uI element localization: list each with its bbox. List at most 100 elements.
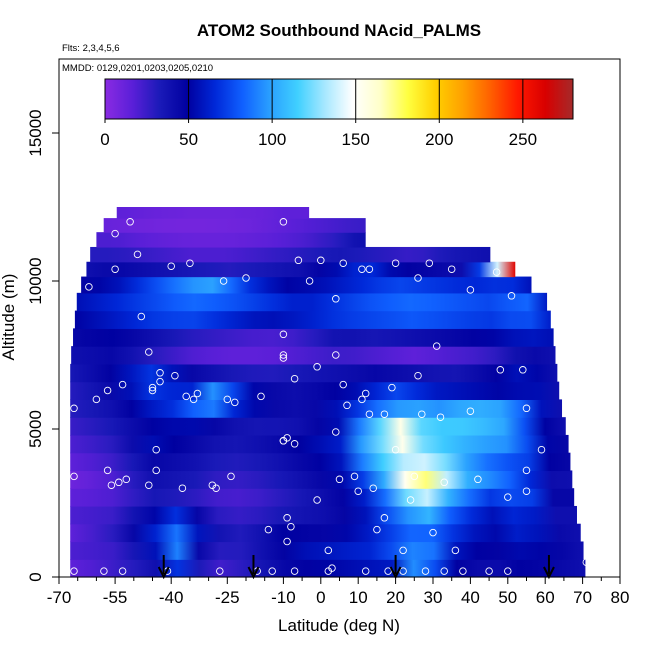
observation-point	[242, 274, 250, 282]
observation-point	[380, 514, 389, 522]
observation-point	[152, 466, 160, 475]
observation-point	[504, 493, 512, 501]
observation-point	[399, 567, 407, 575]
observation-point	[429, 528, 437, 537]
observation-point	[418, 410, 426, 418]
observation-point	[223, 395, 232, 404]
observation-point	[317, 256, 325, 265]
observation-point	[193, 389, 202, 398]
colorbar-tick-label: 250	[509, 130, 537, 149]
curtain-band	[103, 218, 366, 233]
x-axis-label: Latitude (deg N)	[278, 616, 400, 635]
colorbar-tick-label: 0	[100, 130, 109, 149]
observation-point	[350, 472, 359, 481]
observation-point	[313, 363, 321, 371]
observation-point	[279, 330, 288, 339]
observation-point	[432, 342, 441, 350]
observation-point	[421, 567, 430, 575]
observation-point	[171, 371, 179, 380]
observation-point	[152, 445, 160, 454]
observation-point	[451, 546, 460, 555]
observation-point	[414, 274, 422, 282]
curtain-band	[81, 276, 532, 294]
chart-title: ATOM2 Southbound NAcid_PALMS	[197, 21, 481, 40]
observation-point	[466, 407, 475, 415]
observation-point	[436, 413, 445, 421]
observation-point	[425, 259, 434, 267]
curtain-band	[86, 261, 516, 278]
colorbar: 0 50 100 150 200 250	[100, 78, 574, 149]
x-tick-label: 20	[386, 588, 405, 607]
y-tick-label: 10000	[26, 257, 45, 304]
observation-point	[279, 354, 288, 362]
x-tick-label: 60	[536, 588, 555, 607]
y-tick-label: 5000	[26, 410, 45, 448]
observation-point	[103, 386, 112, 395]
y-tick-label: 0	[26, 572, 45, 581]
observation-point	[145, 348, 153, 356]
curtain-band	[71, 346, 556, 365]
x-tick-label: -70	[47, 588, 72, 607]
observation-point	[537, 445, 546, 454]
observation-point	[111, 265, 119, 273]
x-tick-label: 80	[611, 588, 630, 607]
curtain-band	[70, 363, 558, 383]
observation-point	[332, 428, 340, 436]
observation-point	[111, 229, 119, 238]
observation-point	[287, 522, 295, 531]
observation-point	[107, 481, 116, 489]
curtain-band	[70, 523, 581, 543]
curtain-band	[70, 541, 584, 560]
observation-point	[156, 369, 164, 377]
observation-point	[582, 558, 591, 566]
x-tick-label: -55	[103, 588, 128, 607]
y-axis-label: Altitude (m)	[0, 274, 18, 361]
x-tick-label: 10	[349, 588, 368, 607]
observation-point	[474, 475, 482, 484]
observation-point	[268, 567, 276, 575]
observation-point	[328, 564, 336, 572]
observation-point	[339, 380, 347, 389]
observation-point	[373, 525, 381, 534]
colorbar-gradient	[104, 78, 574, 120]
observation-point	[118, 380, 127, 389]
observation-point	[178, 484, 187, 492]
observation-point	[216, 567, 224, 575]
curtain-band	[73, 328, 554, 347]
observation-point	[496, 366, 505, 374]
observation-point	[227, 472, 235, 481]
observation-point	[92, 395, 101, 404]
observation-point	[231, 398, 239, 407]
axes: -70 -55 -40 -25 -10 0 10 20 30 40 50 60 70 80 0 5000 100…	[26, 109, 629, 607]
observation-point	[507, 292, 516, 300]
observation-point	[332, 351, 340, 359]
observation-point	[279, 351, 288, 359]
subtitle-dates: MMDD: 0129,0201,0203,0205,0210	[62, 63, 213, 74]
y-tick-label: 15000	[26, 109, 45, 156]
observation-point	[148, 386, 157, 395]
observation-point	[122, 475, 131, 484]
observation-point	[492, 268, 501, 276]
observation-point	[103, 466, 112, 475]
observation-point	[414, 371, 422, 380]
observation-point	[283, 514, 291, 522]
observation-point	[399, 546, 407, 555]
observation-point	[70, 567, 78, 575]
x-tick-label: 40	[461, 588, 480, 607]
observation-point	[354, 487, 362, 495]
observation-point	[85, 283, 93, 291]
observation-point	[167, 262, 175, 270]
observation-point	[332, 295, 340, 303]
observation-point	[519, 366, 527, 374]
observation-point	[294, 256, 303, 265]
observation-point	[290, 567, 299, 575]
observation-point	[290, 440, 299, 448]
observation-point	[365, 410, 374, 418]
observation-point	[335, 475, 344, 484]
observation-point	[257, 392, 265, 401]
observation-points	[70, 218, 591, 575]
curtain-band	[70, 559, 586, 578]
observation-point	[466, 286, 475, 294]
observation-point	[388, 383, 396, 392]
